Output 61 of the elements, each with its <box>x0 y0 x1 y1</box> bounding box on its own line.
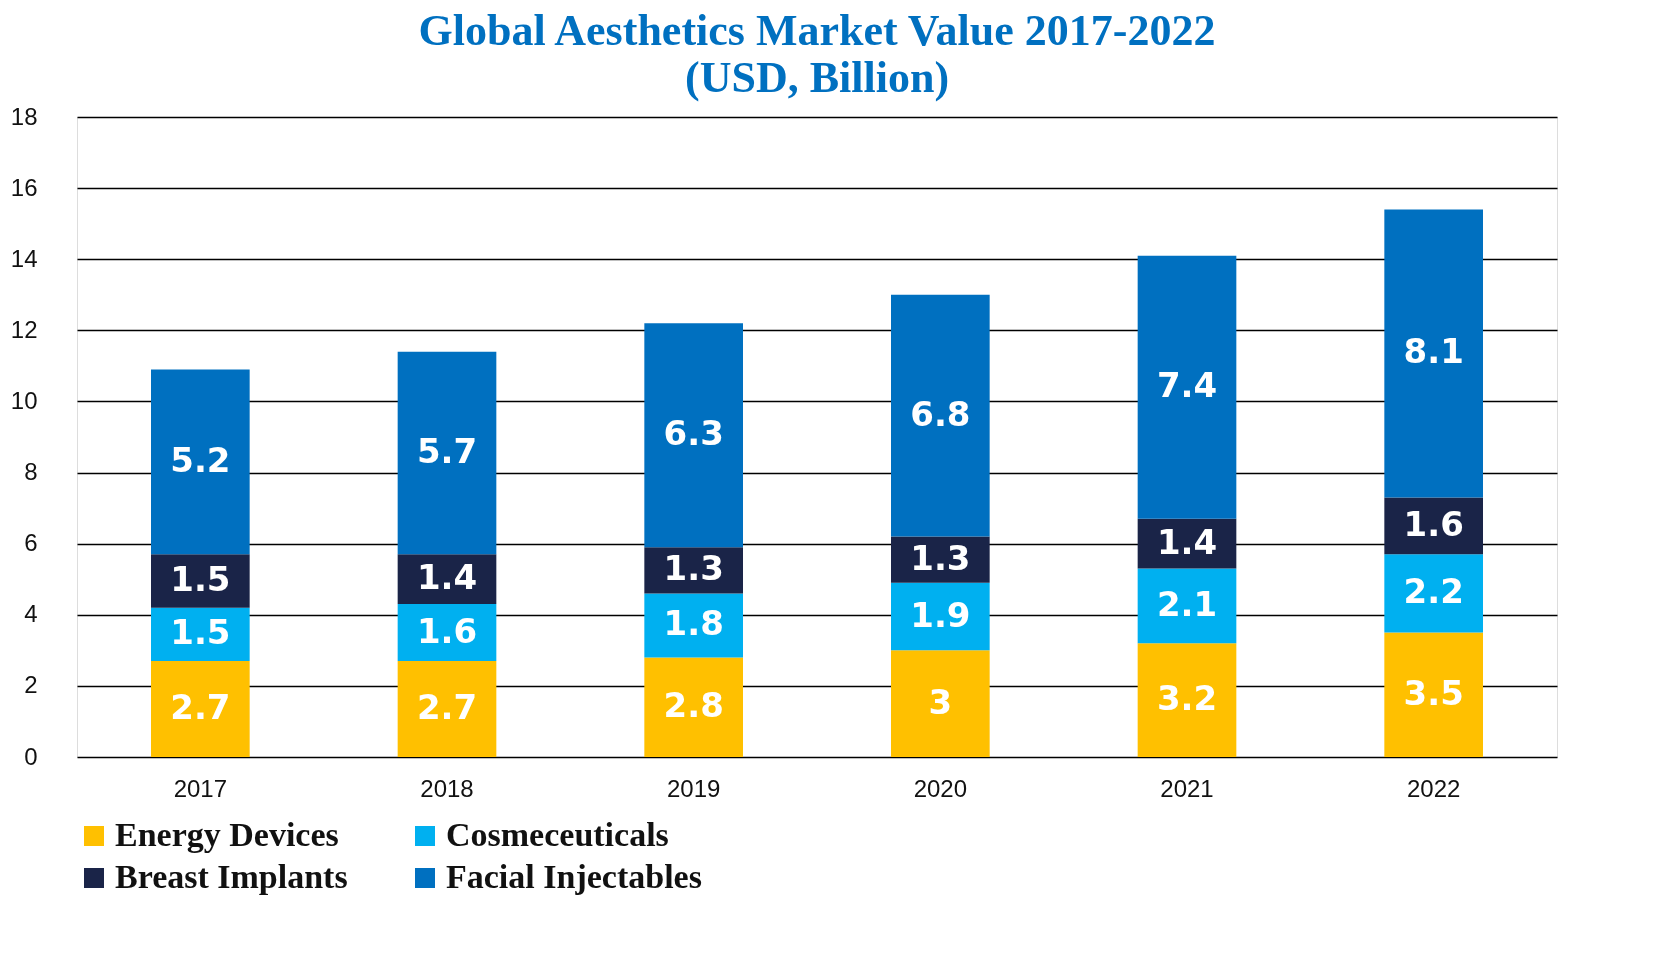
x-tick-label: 2021 <box>1160 774 1214 802</box>
bar <box>151 554 250 608</box>
bar <box>151 369 250 555</box>
y-tick-label: 4 <box>24 600 38 628</box>
bar <box>397 351 497 555</box>
data-label: 1.6 <box>1403 503 1464 544</box>
data-label: 5.7 <box>416 431 478 471</box>
y-tick-label: 18 <box>10 102 38 130</box>
bar <box>644 323 743 548</box>
data-label: 6.8 <box>910 393 971 434</box>
bar <box>1384 209 1483 498</box>
data-label: 2.1 <box>1156 583 1218 624</box>
data-label: 3 <box>928 681 953 722</box>
data-label: 1.8 <box>663 603 724 644</box>
data-label: 1.5 <box>170 559 231 599</box>
bar <box>1137 255 1237 519</box>
x-tick-label: 2017 <box>173 774 228 802</box>
data-label: 1.4 <box>1156 521 1218 562</box>
data-label: 1.5 <box>170 612 231 653</box>
x-tick-label: 2018 <box>420 774 474 802</box>
data-label: 2.2 <box>1403 571 1464 612</box>
legend-label: Energy Devices <box>115 816 339 853</box>
bar <box>1137 568 1237 644</box>
data-label: 3.5 <box>1403 672 1464 713</box>
data-label: 2.7 <box>170 687 231 727</box>
x-tick-label: 2020 <box>913 774 968 802</box>
data-label: 3.2 <box>1156 678 1218 719</box>
y-tick-label: 10 <box>10 386 38 414</box>
legend-label: Breast Implants <box>115 858 348 895</box>
bar <box>151 661 250 757</box>
y-tick-label: 12 <box>10 315 38 343</box>
data-label: 1.4 <box>416 557 478 598</box>
y-tick-label: 14 <box>10 244 38 272</box>
bar <box>891 294 990 537</box>
y-tick-label: 16 <box>10 173 38 201</box>
bar <box>397 661 497 757</box>
data-label: 7.4 <box>1156 365 1218 406</box>
legend-label: Cosmeceuticals <box>446 816 669 853</box>
data-label: 6.3 <box>663 413 724 454</box>
data-label: 2.8 <box>663 685 724 726</box>
bar <box>1384 554 1483 633</box>
bar <box>1137 643 1237 757</box>
x-tick-label: 2019 <box>666 774 721 802</box>
data-label: 1.3 <box>910 537 971 578</box>
x-tick-label: 2022 <box>1406 774 1461 802</box>
data-label: 1.9 <box>910 594 971 635</box>
data-label: 8.1 <box>1403 331 1464 372</box>
data-label: 1.3 <box>663 548 724 589</box>
data-label: 2.7 <box>416 687 478 727</box>
data-label: 1.6 <box>416 610 478 651</box>
y-tick-label: 0 <box>24 742 38 770</box>
y-tick-label: 6 <box>24 529 38 557</box>
bar <box>1384 632 1483 757</box>
bar <box>644 657 743 757</box>
chart-title: Global Aesthetics Market Value 2017-2022 <box>418 6 1216 55</box>
bar <box>891 650 990 757</box>
y-tick-label: 2 <box>24 671 38 699</box>
legend-label: Facial Injectables <box>446 858 702 895</box>
y-tick-label: 8 <box>24 458 38 486</box>
chart-subtitle: (USD, Billion) <box>684 53 950 102</box>
data-label: 5.2 <box>170 439 231 480</box>
